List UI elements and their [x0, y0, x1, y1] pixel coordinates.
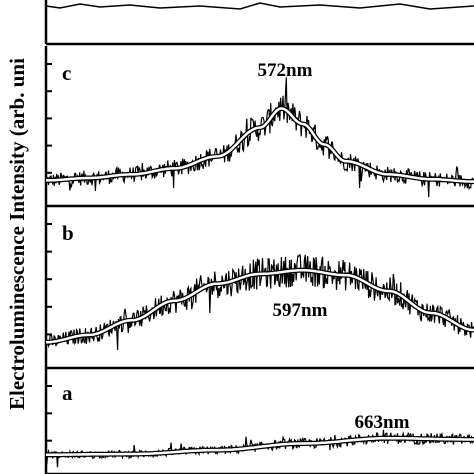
- panel-b-fit-line: [46, 269, 474, 344]
- panel-b-peak-label: 597nm: [273, 300, 328, 321]
- panel-c-letter: c: [62, 61, 71, 85]
- panel-a: a 663nm: [44, 368, 474, 474]
- panel-c-fit-outline: [46, 105, 474, 185]
- panel-c-peak-label: 572nm: [258, 60, 313, 81]
- y-axis-label: Electroluminescence Intensity (arb. uni: [5, 58, 29, 410]
- panel-c-fit-line: [46, 107, 474, 183]
- panel-a-peak-label: 663nm: [355, 412, 410, 433]
- panel-c: c 572nm: [44, 46, 474, 208]
- panel-b-data-trace: [45, 254, 474, 350]
- panel-a-fit-line: [46, 436, 474, 456]
- panel-b: b 597nm: [44, 206, 474, 370]
- panel-top-partial: [44, 0, 474, 46]
- panel-b-letter: b: [62, 221, 74, 245]
- panel-a-letter: a: [62, 381, 73, 405]
